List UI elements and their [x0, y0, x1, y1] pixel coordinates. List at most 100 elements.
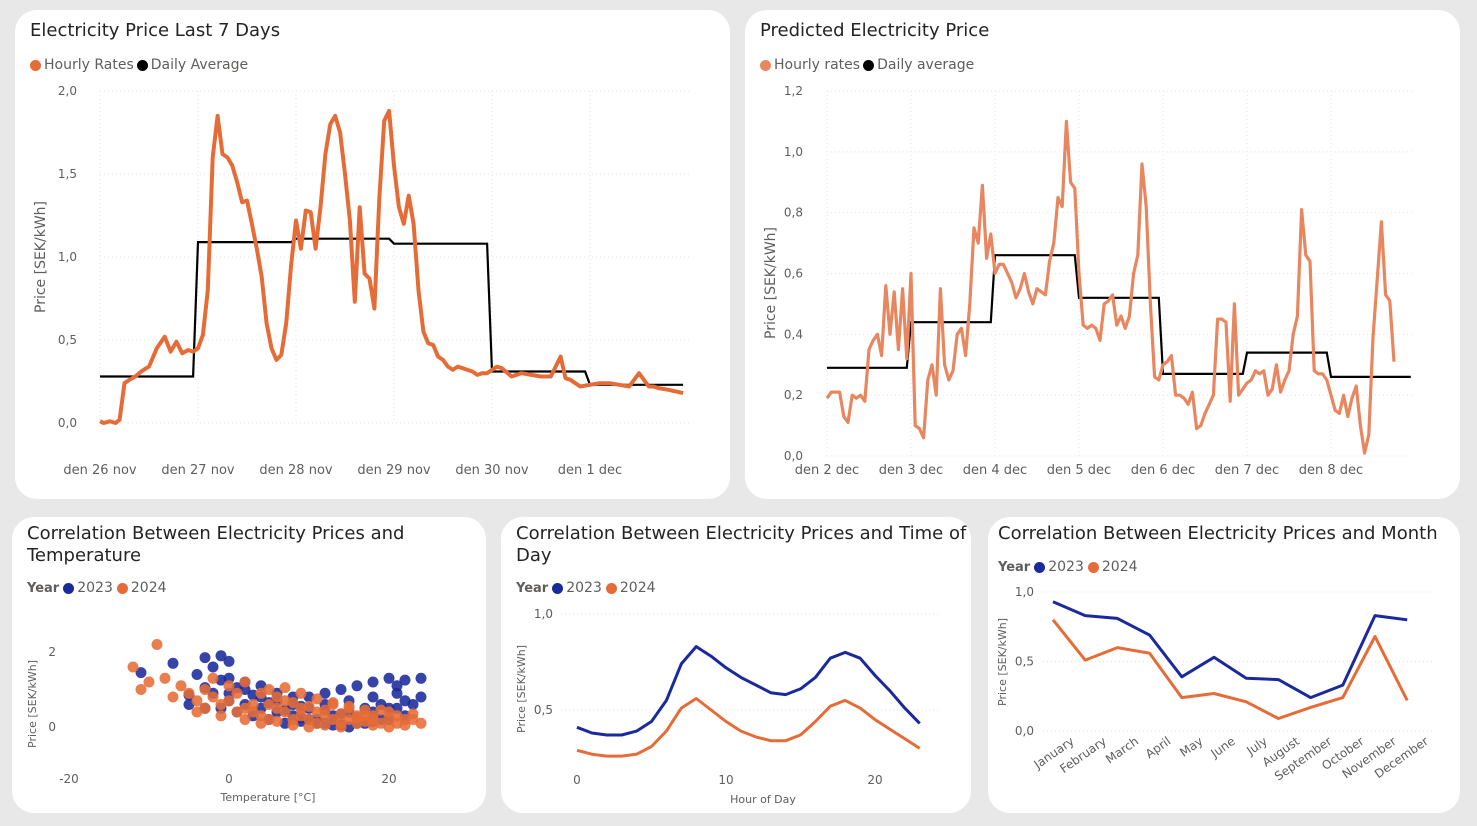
- scatter-point-2024: [359, 704, 371, 716]
- scatter-point-2024: [287, 719, 299, 731]
- y-tick-label: 0,0: [784, 449, 803, 463]
- x-tick-label: April: [1143, 734, 1174, 761]
- scatter-point-2024: [327, 697, 339, 709]
- scatter-point-2024: [167, 691, 179, 703]
- x-tick-label: den 29 nov: [357, 463, 430, 478]
- scatter-point-2024: [335, 721, 347, 733]
- x-tick-label: den 1 dec: [558, 463, 622, 478]
- legend-item-2024[interactable]: 2024: [1084, 559, 1138, 575]
- x-axis-title: Temperature [°C]: [220, 791, 316, 804]
- x-tick-label: den 3 dec: [879, 463, 943, 478]
- scatter-point-2024: [199, 684, 211, 695]
- legend-label: Daily average: [877, 57, 975, 73]
- card-predicted-price: Predicted Electricity Price Hourly rates…: [745, 10, 1460, 499]
- legend-item-average[interactable]: Daily average: [860, 57, 974, 73]
- legend-dot: [552, 582, 564, 594]
- scatter-point-2024: [215, 710, 227, 722]
- scatter-point-2024: [175, 680, 187, 692]
- x-tick-label: den 28 nov: [259, 463, 332, 478]
- chart-title: Predicted Electricity Price: [760, 20, 990, 41]
- x-tick-label: May: [1177, 734, 1205, 760]
- chart-title: Correlation Between Electricity Prices a…: [998, 523, 1438, 544]
- legend-item-average[interactable]: Daily Average: [134, 57, 248, 73]
- y-tick-label: 2: [48, 645, 56, 659]
- legend-label: 2023: [1048, 559, 1084, 575]
- legend-dot: [863, 59, 875, 71]
- scatter-point-2024: [303, 700, 315, 712]
- y-tick-label: 0,4: [784, 327, 803, 341]
- scatter-point-2024: [303, 721, 315, 733]
- legend-label: 2023: [77, 580, 113, 596]
- y-tick-label: 2,0: [58, 84, 77, 98]
- legend-dot: [1087, 561, 1099, 573]
- legend-title: Year: [27, 580, 60, 596]
- scatter-point-2023: [351, 680, 363, 692]
- scatter-point-2024: [255, 717, 267, 729]
- legend-label: 2024: [1101, 559, 1138, 575]
- scatter-point-2023: [367, 691, 379, 703]
- scatter-point-2023: [319, 687, 331, 699]
- legend-item-2023[interactable]: 2023: [1034, 559, 1084, 575]
- scatter-point-2024: [383, 721, 395, 733]
- legend-item-2024[interactable]: 2024: [113, 580, 167, 596]
- scatter-point-2023: [367, 676, 379, 688]
- y-tick-label: 0,8: [784, 206, 803, 220]
- scatter-point-2024: [183, 687, 195, 699]
- chart-title-line: Correlation Between Electricity Prices a…: [27, 523, 405, 544]
- legend-label: Daily Average: [150, 57, 249, 73]
- x-tick-label: March: [1103, 734, 1141, 766]
- scatter-point-2024: [159, 672, 171, 684]
- legend-item-2023[interactable]: 2023: [63, 580, 113, 596]
- scatter-point-2024: [191, 706, 203, 718]
- scatter-point-2024: [271, 715, 283, 727]
- legend-item-hourly[interactable]: Hourly rates: [760, 57, 860, 73]
- scatter-point-2023: [135, 667, 147, 679]
- chart-title-line: Correlation Between Electricity Prices a…: [516, 523, 967, 544]
- y-tick-label: 1,0: [58, 250, 77, 264]
- legend-item-2024[interactable]: 2024: [602, 580, 656, 596]
- y-tick-label: 1,5: [58, 167, 77, 181]
- legend-dot: [116, 582, 128, 594]
- chart-title: Correlation Between Electricity Prices a…: [516, 523, 966, 567]
- x-tick-label: 20: [381, 772, 396, 786]
- legend-label: 2023: [566, 580, 602, 596]
- scatter-point-2023: [415, 691, 427, 703]
- scatter-point-2024: [367, 710, 379, 722]
- y-tick-label: 1,0: [784, 145, 803, 159]
- y-axis-title: Price [SEK/kWh]: [26, 660, 39, 748]
- y-tick-label: 0,0: [1015, 724, 1034, 738]
- scatter-point-2024: [231, 706, 243, 718]
- legend-item-2023[interactable]: 2023: [552, 580, 602, 596]
- legend-item-hourly[interactable]: Hourly Rates: [30, 57, 134, 73]
- scatter-point-2024: [271, 691, 283, 703]
- legend: Hourly Rates Daily Average: [30, 57, 248, 73]
- series-line-2024: [1051, 618, 1409, 720]
- series-line-2023: [576, 645, 921, 737]
- chart-title: Electricity Price Last 7 Days: [30, 20, 281, 41]
- scatter-point-2024: [207, 672, 219, 684]
- x-tick-label: den 8 dec: [1299, 463, 1363, 478]
- scatter-point-2024: [127, 661, 139, 673]
- card-month-correlation: Correlation Between Electricity Prices a…: [988, 517, 1460, 813]
- x-tick-label: den 5 dec: [1047, 463, 1111, 478]
- scatter-point-2024: [239, 676, 251, 688]
- x-tick-label: 0: [225, 772, 233, 786]
- scatter-point-2024: [239, 714, 251, 725]
- legend-dot: [30, 59, 41, 71]
- x-axis-title: Hour of Day: [730, 793, 796, 806]
- legend-dot: [760, 59, 771, 71]
- scatter-point-2024: [335, 708, 347, 720]
- line-chart-last-7-days: 0,0 0,5 1,0 1,5 2,0 den 26 nov den 27 nov den 2…: [33, 84, 690, 478]
- x-tick-label: 10: [718, 773, 733, 787]
- card-price-last-7-days: Electricity Price Last 7 Days Hourly Rat…: [15, 10, 730, 499]
- legend: Year 2023 2024: [516, 580, 656, 596]
- scatter-point-2023: [223, 655, 235, 667]
- scatter-point-2023: [415, 672, 427, 684]
- series-line-hourly-rates: [99, 108, 684, 425]
- y-tick-label: 0,5: [58, 333, 77, 347]
- x-tick-label: den 26 nov: [63, 463, 136, 478]
- scatter-point-2024: [295, 687, 307, 699]
- legend: Hourly rates Daily average: [760, 57, 974, 73]
- y-tick-label: 1,0: [534, 607, 553, 621]
- scatter-point-2024: [319, 719, 331, 731]
